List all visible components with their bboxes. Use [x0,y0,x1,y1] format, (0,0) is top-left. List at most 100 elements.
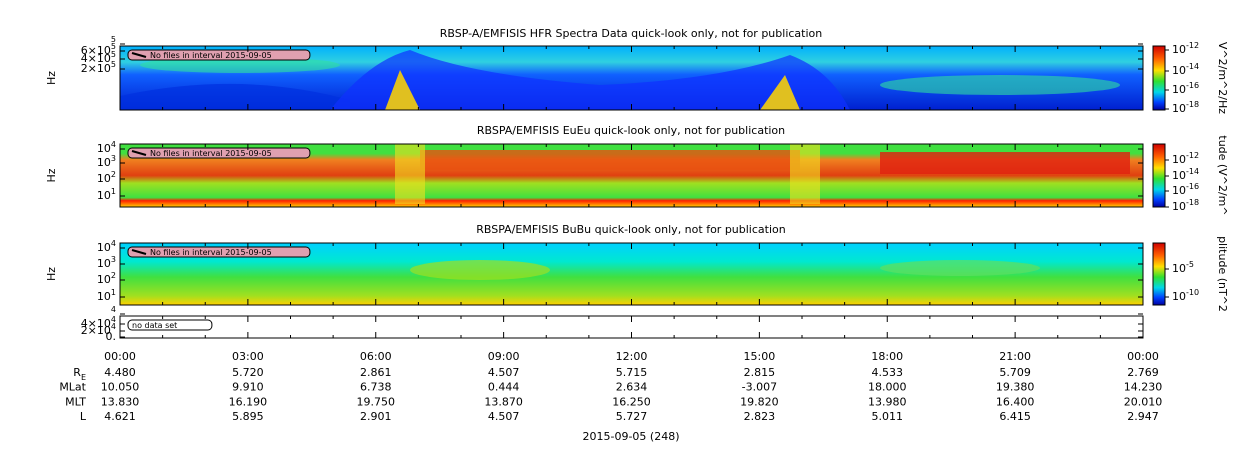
note-text: No files in interval 2015-09-05 [150,248,272,257]
colorbar-tick-label-base: 10 [1172,169,1186,182]
y-tick-label-base: 2×10 [81,62,111,75]
ephemeris-value: 10.050 [101,381,140,394]
colorbar-tick-label-exp: -10 [1186,288,1199,297]
ephemeris-label: RE [73,366,86,382]
y-tick-label-base: 2×10 [81,324,111,337]
y-tick-label-exp: 4 [111,305,116,314]
y-tick-label-exp: 5 [111,50,116,59]
colorbar-tick-label-exp: -16 [1186,81,1199,90]
colorbar-tick-label-exp: -16 [1186,182,1199,191]
ephemeris-value: 14.230 [1124,381,1163,394]
colorbar-tick-label: 10-12 [1172,41,1199,57]
colorbar-tick-label-base: 10 [1172,290,1186,303]
ephemeris-value: 2.634 [616,381,648,394]
ephemeris-value: 5.895 [232,410,264,423]
ephemeris-value: 2.901 [360,410,392,423]
colorbar-tick-label-base: 10 [1172,102,1186,115]
colorbar-tick-label: 10-12 [1172,151,1199,167]
ephemeris-value: 2.861 [360,366,392,379]
ephemeris-value: 6.738 [360,381,392,394]
y-tick-label-exp: 5 [111,35,116,44]
y-tick-label-base: 4×10 [81,52,111,65]
y-tick-label-exp: 3 [111,154,116,163]
y-axis-label: Hz [45,168,58,182]
ephemeris-label-base: MLT [65,395,86,408]
y-axis-label: Hz [45,71,58,85]
panel-title: RBSPA/EMFISIS BuBu quick-look only, not … [476,223,786,236]
time-label: 12:00 [616,350,648,363]
y-tick-label-exp: 3 [111,255,116,264]
colorbar-tick-label-exp: -14 [1186,62,1199,71]
colorbar-tick-label-exp: -12 [1186,151,1199,160]
y-tick-label: 102 [97,170,116,186]
colorbar-tick-label: 10-16 [1172,182,1199,198]
spectrogram-2 [120,144,1143,207]
y-tick-label-exp: 4 [111,315,116,324]
ephemeris-label: L [80,410,87,423]
y-tick-label: 101 [97,288,116,304]
y-tick-label: 104 [97,140,116,156]
ephemeris-value: 9.910 [232,381,264,394]
ephemeris-label: MLat [59,381,86,394]
y-tick-label-base: 10 [97,273,111,286]
colorbar [1152,45,1166,111]
y-tick-label-exp: 4 [111,239,116,248]
ephemeris-value: 5.720 [232,366,264,379]
ephemeris-value: 2.769 [1127,366,1159,379]
colorbar-tick-label-base: 10 [1172,200,1186,213]
y-tick-label-exp: 1 [111,288,116,297]
colorbar-tick-label: 10-18 [1172,198,1199,214]
note-box [127,49,311,61]
y-tick-label-exp: 1 [111,187,116,196]
ephemeris-value: 2.947 [1127,410,1159,423]
note-box [127,319,213,331]
y-tick-label-exp: 2 [111,271,116,280]
ephemeris-value: 4.621 [104,410,136,423]
colorbar [1152,143,1166,208]
colorbar-tick-label-base: 10 [1172,64,1186,77]
colorbar-tick-label: 10-18 [1172,100,1199,116]
time-label: 18:00 [871,350,903,363]
time-label: 00:00 [104,350,136,363]
y-tick-label-base: 10 [97,142,111,155]
panel-title: RBSPA/EMFISIS EuEu quick-look only, not … [477,124,785,137]
y-tick-label-base: 0. [106,330,117,343]
ephemeris-label-base: R [73,366,81,379]
ephemeris-value: 13.830 [101,395,140,408]
time-label: 03:00 [232,350,264,363]
y-tick-label-exp: 5 [111,60,116,69]
y-tick-label: 4 [111,305,116,314]
ephemeris-value: 0.444 [488,381,520,394]
y-tick-label: 6×105 [81,42,116,58]
ephemeris-value: 19.820 [740,395,779,408]
y-tick-label: 103 [97,255,116,271]
colorbar-tick-label-base: 10 [1172,43,1186,56]
note-text: No files in interval 2015-09-05 [150,51,272,60]
colorbar-label: tude (V^2/m^ [1216,135,1229,215]
y-tick-label: 2×105 [81,60,116,76]
colorbar-tick-label: 10-5 [1172,260,1194,276]
y-tick-label: 101 [97,187,116,203]
ephemeris-value: 5.715 [616,366,648,379]
ephemeris-value: 18.000 [868,381,907,394]
note-icon [131,150,147,156]
note-box [127,246,311,258]
y-tick-label-base: 10 [97,257,111,270]
y-tick-label-exp: 2 [111,170,116,179]
colorbar-tick-label-exp: -14 [1186,167,1199,176]
y-tick-label: 2×104 [81,322,116,338]
ephemeris-value: 16.250 [612,395,651,408]
y-tick-label: 5 [111,35,116,44]
y-tick-label: 4×104 [81,315,116,331]
y-tick-label: 104 [97,239,116,255]
note-text: No files in interval 2015-09-05 [150,149,272,158]
colorbar-label: V^2/m^2/Hz [1216,42,1229,114]
ephemeris-value: 4.507 [488,410,520,423]
colorbar-tick-label-exp: -12 [1186,41,1199,50]
ephemeris-value: 5.011 [872,410,904,423]
ephemeris-value: 5.727 [616,410,648,423]
time-label: 09:00 [488,350,520,363]
ephemeris-label-base: MLat [59,381,86,394]
date-label: 2015-09-05 (248) [582,430,679,443]
